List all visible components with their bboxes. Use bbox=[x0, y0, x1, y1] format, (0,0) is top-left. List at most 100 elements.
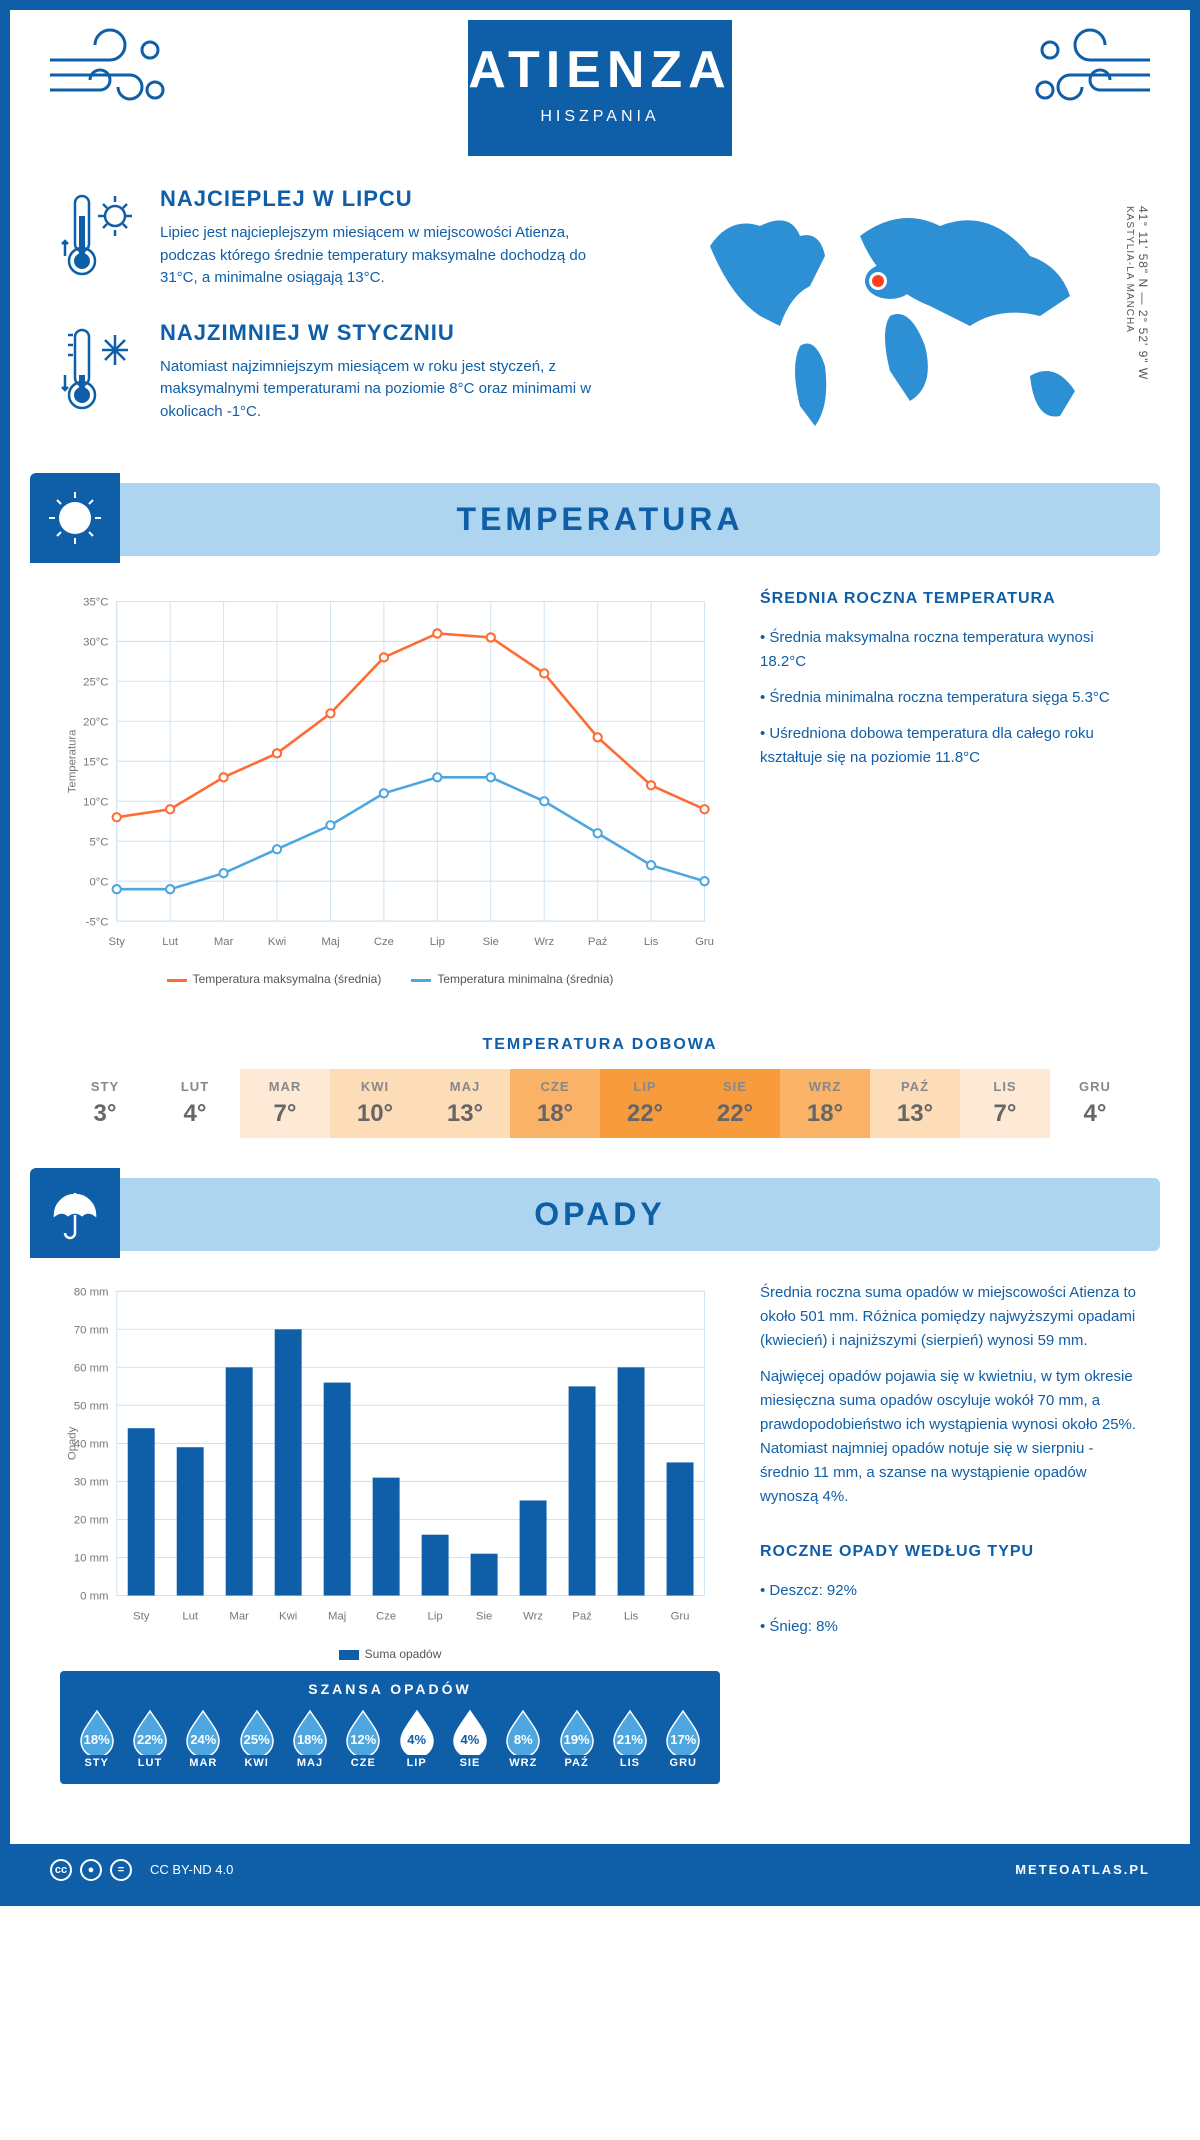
svg-text:5°C: 5°C bbox=[89, 836, 108, 848]
svg-text:Sty: Sty bbox=[133, 1611, 150, 1623]
daily-temp-row: STY3°LUT4°MAR7°KWI10°MAJ13°CZE18°LIP22°S… bbox=[60, 1069, 1140, 1138]
header-row: ATIENZA HISZPANIA bbox=[10, 10, 1190, 156]
rain-drop: 25%KWI bbox=[232, 1707, 282, 1769]
daily-temp-cell: MAR7° bbox=[240, 1069, 330, 1138]
rain-drop: 17%GRU bbox=[658, 1707, 708, 1769]
daily-temp-cell: SIE22° bbox=[690, 1069, 780, 1138]
cold-fact-text: Natomiast najzimniejszym miesiącem w rok… bbox=[160, 356, 620, 424]
svg-text:10°C: 10°C bbox=[83, 796, 108, 808]
rain-drop: 4%SIE bbox=[445, 1707, 495, 1769]
wind-icon-right bbox=[1020, 20, 1160, 120]
daily-temperature: TEMPERATURA DOBOWA STY3°LUT4°MAR7°KWI10°… bbox=[60, 1036, 1140, 1138]
svg-text:0 mm: 0 mm bbox=[80, 1591, 108, 1603]
svg-text:Sie: Sie bbox=[476, 1611, 492, 1623]
svg-text:80 mm: 80 mm bbox=[74, 1287, 109, 1299]
header-banner: ATIENZA HISZPANIA bbox=[468, 20, 731, 156]
daily-temp-cell: LIP22° bbox=[600, 1069, 690, 1138]
svg-text:20°C: 20°C bbox=[83, 716, 108, 728]
svg-text:Kwi: Kwi bbox=[268, 936, 286, 948]
coordinates: 41° 11' 58" N — 2° 52' 9" WKASTYLIA-LA M… bbox=[1122, 206, 1150, 380]
rain-banner: OPADY bbox=[40, 1178, 1160, 1251]
sun-icon bbox=[30, 473, 120, 563]
rain-legend: Suma opadów bbox=[60, 1647, 720, 1661]
rain-drop: 4%LIP bbox=[392, 1707, 442, 1769]
rain-title: OPADY bbox=[40, 1196, 1160, 1233]
rain-drop: 22%LUT bbox=[125, 1707, 175, 1769]
daily-temp-cell: STY3° bbox=[60, 1069, 150, 1138]
footer: cc ● = CC BY-ND 4.0 METEOATLAS.PL bbox=[10, 1844, 1190, 1896]
svg-text:Opady: Opady bbox=[66, 1427, 78, 1461]
temperature-side-text: ŚREDNIA ROCZNA TEMPERATURA • Średnia mak… bbox=[760, 586, 1140, 986]
svg-text:Sty: Sty bbox=[109, 936, 126, 948]
location-title: ATIENZA bbox=[468, 40, 731, 100]
site-name: METEOATLAS.PL bbox=[1015, 1862, 1150, 1877]
daily-temp-cell: MAJ13° bbox=[420, 1069, 510, 1138]
rain-body: 0 mm10 mm20 mm30 mm40 mm50 mm60 mm70 mm8… bbox=[10, 1251, 1190, 1844]
hot-fact-text: Lipiec jest najcieplejszym miesiącem w m… bbox=[160, 222, 620, 290]
svg-text:35°C: 35°C bbox=[83, 597, 108, 609]
hot-fact: NAJCIEPLEJ W LIPCU Lipiec jest najcieple… bbox=[60, 186, 620, 290]
temperature-banner: TEMPERATURA bbox=[40, 483, 1160, 556]
svg-text:Lut: Lut bbox=[182, 1611, 199, 1623]
location-country: HISZPANIA bbox=[468, 108, 731, 126]
rain-chance-title: SZANSA OPADÓW bbox=[60, 1681, 720, 1697]
svg-text:0°C: 0°C bbox=[89, 876, 108, 888]
hot-fact-title: NAJCIEPLEJ W LIPCU bbox=[160, 186, 620, 212]
svg-text:Lis: Lis bbox=[624, 1611, 639, 1623]
temperature-title: TEMPERATURA bbox=[40, 501, 1160, 538]
svg-text:Cze: Cze bbox=[376, 1611, 396, 1623]
rain-side-text: Średnia roczna suma opadów w miejscowośc… bbox=[760, 1281, 1140, 1814]
svg-text:Lip: Lip bbox=[430, 936, 445, 948]
svg-text:Mar: Mar bbox=[229, 1611, 249, 1623]
rain-drop: 19%PAŹ bbox=[552, 1707, 602, 1769]
rain-drop: 21%LIS bbox=[605, 1707, 655, 1769]
svg-text:Sie: Sie bbox=[483, 936, 499, 948]
svg-text:Temperatura: Temperatura bbox=[66, 729, 78, 793]
avg-temp-title: ŚREDNIA ROCZNA TEMPERATURA bbox=[760, 586, 1140, 612]
cold-fact: NAJZIMNIEJ W STYCZNIU Natomiast najzimni… bbox=[60, 320, 620, 424]
daily-temp-cell: KWI10° bbox=[330, 1069, 420, 1138]
rain-chance-drops: 18%STY 22%LUT 24%MAR 25%KWI 18%MAJ 12%CZ… bbox=[60, 1707, 720, 1769]
map-column: 41° 11' 58" N — 2° 52' 9" WKASTYLIA-LA M… bbox=[660, 186, 1140, 453]
umbrella-icon bbox=[30, 1168, 120, 1258]
svg-text:Paź: Paź bbox=[572, 1611, 592, 1623]
page: ATIENZA HISZPANIA bbox=[0, 0, 1200, 1906]
thermometer-snow-icon bbox=[60, 320, 140, 420]
svg-text:Cze: Cze bbox=[374, 936, 394, 948]
svg-text:50 mm: 50 mm bbox=[74, 1401, 109, 1413]
svg-text:Kwi: Kwi bbox=[279, 1611, 297, 1623]
wind-icon-left bbox=[40, 20, 180, 120]
daily-temp-cell: CZE18° bbox=[510, 1069, 600, 1138]
temperature-line-chart: -5°C0°C5°C10°C15°C20°C25°C30°C35°CStyLut… bbox=[60, 586, 720, 957]
svg-text:-5°C: -5°C bbox=[86, 916, 109, 928]
rain-drop: 24%MAR bbox=[178, 1707, 228, 1769]
rain-drop: 18%STY bbox=[72, 1707, 122, 1769]
daily-temp-cell: PAŹ13° bbox=[870, 1069, 960, 1138]
daily-temp-cell: LUT4° bbox=[150, 1069, 240, 1138]
nd-icon: = bbox=[110, 1859, 132, 1881]
svg-text:60 mm: 60 mm bbox=[74, 1363, 109, 1375]
svg-text:30°C: 30°C bbox=[83, 637, 108, 649]
daily-temp-cell: GRU4° bbox=[1050, 1069, 1140, 1138]
svg-text:Lis: Lis bbox=[644, 936, 659, 948]
rain-drop: 18%MAJ bbox=[285, 1707, 335, 1769]
rain-chance-box: SZANSA OPADÓW 18%STY 22%LUT 24%MAR 25%KW… bbox=[60, 1671, 720, 1784]
facts-column: NAJCIEPLEJ W LIPCU Lipiec jest najcieple… bbox=[60, 186, 620, 453]
rain-chart-wrap: 0 mm10 mm20 mm30 mm40 mm50 mm60 mm70 mm8… bbox=[60, 1281, 720, 1814]
svg-text:30 mm: 30 mm bbox=[74, 1477, 109, 1489]
svg-text:Paź: Paź bbox=[588, 936, 608, 948]
world-map bbox=[660, 186, 1140, 446]
daily-temp-title: TEMPERATURA DOBOWA bbox=[60, 1036, 1140, 1054]
svg-text:Mar: Mar bbox=[214, 936, 234, 948]
svg-text:25°C: 25°C bbox=[83, 677, 108, 689]
svg-text:Maj: Maj bbox=[328, 1611, 346, 1623]
thermometer-sun-icon bbox=[60, 186, 140, 286]
svg-text:20 mm: 20 mm bbox=[74, 1515, 109, 1527]
svg-text:70 mm: 70 mm bbox=[74, 1325, 109, 1337]
svg-text:Gru: Gru bbox=[695, 936, 714, 948]
rain-types-title: ROCZNE OPADY WEDŁUG TYPU bbox=[760, 1539, 1140, 1565]
svg-text:Lip: Lip bbox=[428, 1611, 443, 1623]
cc-icon: cc bbox=[50, 1859, 72, 1881]
temperature-body: -5°C0°C5°C10°C15°C20°C25°C30°C35°CStyLut… bbox=[10, 556, 1190, 1016]
temperature-chart-wrap: -5°C0°C5°C10°C15°C20°C25°C30°C35°CStyLut… bbox=[60, 586, 720, 986]
